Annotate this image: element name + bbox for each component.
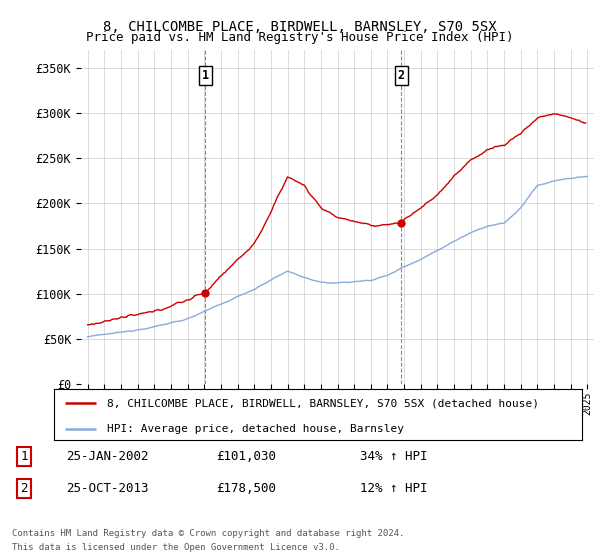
Text: Price paid vs. HM Land Registry's House Price Index (HPI): Price paid vs. HM Land Registry's House … [86,31,514,44]
Text: 1: 1 [20,450,28,463]
Text: 34% ↑ HPI: 34% ↑ HPI [360,450,427,463]
Text: 8, CHILCOMBE PLACE, BIRDWELL, BARNSLEY, S70 5SX (detached house): 8, CHILCOMBE PLACE, BIRDWELL, BARNSLEY, … [107,398,539,408]
Text: Contains HM Land Registry data © Crown copyright and database right 2024.: Contains HM Land Registry data © Crown c… [12,529,404,538]
Text: 12% ↑ HPI: 12% ↑ HPI [360,482,427,495]
Text: 25-OCT-2013: 25-OCT-2013 [66,482,149,495]
Text: HPI: Average price, detached house, Barnsley: HPI: Average price, detached house, Barn… [107,423,404,433]
Text: This data is licensed under the Open Government Licence v3.0.: This data is licensed under the Open Gov… [12,543,340,552]
Text: 2: 2 [20,482,28,495]
Text: 1: 1 [202,69,209,82]
Text: £101,030: £101,030 [216,450,276,463]
Text: 8, CHILCOMBE PLACE, BIRDWELL, BARNSLEY, S70 5SX: 8, CHILCOMBE PLACE, BIRDWELL, BARNSLEY, … [103,20,497,34]
Text: 2: 2 [398,69,404,82]
Text: £178,500: £178,500 [216,482,276,495]
Text: 25-JAN-2002: 25-JAN-2002 [66,450,149,463]
